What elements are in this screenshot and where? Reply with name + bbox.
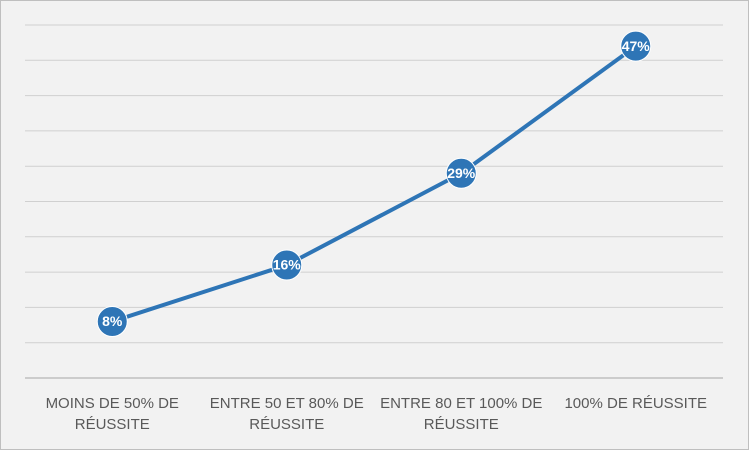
x-tick-label: ENTRE 80 ET 100% DE RÉUSSITE <box>380 395 543 433</box>
x-tick-label: ENTRE 50 ET 80% DE RÉUSSITE <box>209 395 364 433</box>
data-label: 47% <box>622 38 651 54</box>
marker <box>445 157 477 189</box>
x-tick-label: MOINS DE 50% DE RÉUSSITE <box>45 395 179 433</box>
x-tick-label: 100% DE RÉUSSITE <box>564 395 708 412</box>
marker <box>620 30 652 62</box>
marker <box>96 306 128 338</box>
data-label: 29% <box>447 165 476 181</box>
data-label: 8% <box>102 313 123 329</box>
line <box>111 44 637 324</box>
data-label: 16% <box>273 257 302 273</box>
marker <box>271 249 303 281</box>
